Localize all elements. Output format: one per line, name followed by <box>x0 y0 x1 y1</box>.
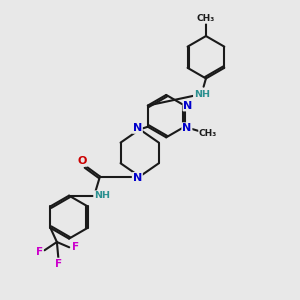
Text: NH: NH <box>94 191 110 200</box>
Text: O: O <box>78 156 87 166</box>
Text: N: N <box>182 123 191 133</box>
Text: F: F <box>56 259 62 269</box>
Text: F: F <box>72 242 79 252</box>
Text: CH₃: CH₃ <box>197 14 215 23</box>
Text: NH: NH <box>194 90 210 99</box>
Text: N: N <box>184 100 193 110</box>
Text: CH₃: CH₃ <box>199 129 217 138</box>
Text: N: N <box>133 173 142 183</box>
Text: N: N <box>133 123 142 133</box>
Text: F: F <box>36 247 43 257</box>
